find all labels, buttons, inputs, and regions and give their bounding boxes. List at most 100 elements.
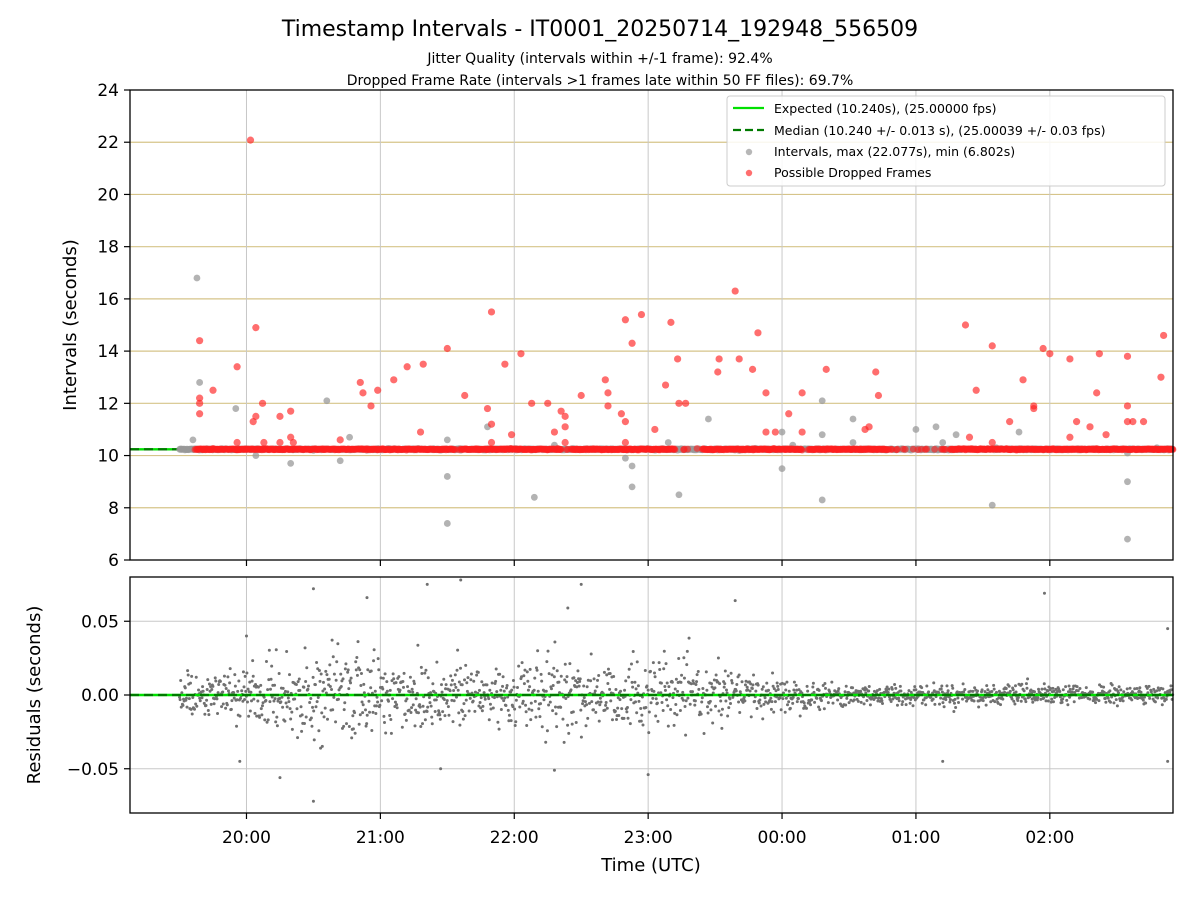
residual-point	[711, 721, 715, 725]
residual-point	[442, 677, 446, 681]
residual-point	[791, 695, 795, 699]
dropped-point	[731, 287, 739, 295]
residual-point	[644, 706, 648, 710]
interval-point	[912, 426, 920, 433]
residual-point	[920, 701, 924, 705]
residual-point	[953, 697, 957, 701]
residual-point	[306, 687, 310, 691]
residual-point	[416, 711, 420, 715]
residual-point	[767, 688, 771, 692]
residual-point	[824, 686, 828, 690]
residual-point	[216, 712, 220, 716]
residual-point	[487, 697, 491, 701]
residual-point	[544, 740, 548, 744]
residual-point	[444, 683, 448, 687]
residual-point	[373, 689, 377, 693]
residual-point	[980, 688, 984, 692]
residual-point	[442, 698, 446, 702]
residual-point	[355, 655, 359, 659]
residual-point	[395, 703, 399, 707]
residual-point	[535, 668, 539, 672]
residual-point	[972, 699, 976, 703]
dropped-point	[528, 399, 536, 407]
interval-point	[530, 493, 538, 501]
dropped-point	[893, 445, 901, 453]
residual-point	[606, 667, 610, 671]
dropped-point	[561, 438, 569, 447]
dropped-point	[1086, 423, 1094, 431]
residual-point	[625, 706, 629, 710]
residual-point	[625, 710, 629, 714]
residual-point	[669, 707, 673, 711]
residual-point	[552, 666, 556, 670]
residual-point	[453, 673, 457, 677]
residual-point	[418, 705, 422, 709]
residual-point	[734, 689, 738, 693]
residual-point	[403, 712, 407, 716]
residual-point	[302, 685, 306, 689]
residual-point	[358, 713, 362, 717]
residual-point	[756, 683, 760, 687]
residual-point	[328, 663, 332, 667]
residual-point	[595, 685, 599, 689]
residual-point	[620, 707, 624, 711]
residual-point	[241, 670, 245, 674]
residual-point	[411, 703, 415, 707]
residual-point	[608, 687, 612, 691]
residual-point	[471, 699, 475, 703]
residual-point	[419, 665, 423, 669]
residual-point	[407, 708, 411, 712]
dropped-point	[367, 402, 375, 410]
residual-point	[717, 709, 721, 713]
residual-point	[502, 689, 506, 693]
residual-point	[897, 699, 901, 703]
residual-point	[696, 670, 700, 674]
residual-point	[540, 725, 544, 729]
residual-point	[501, 684, 505, 688]
intervals-y-tick-label: 18	[97, 238, 119, 258]
residual-point	[770, 700, 774, 704]
residual-point	[618, 698, 622, 702]
residual-point	[810, 698, 814, 702]
residual-point	[287, 700, 291, 704]
residual-point	[750, 686, 754, 690]
residual-point	[330, 638, 334, 642]
residual-point	[999, 703, 1003, 707]
residual-point	[385, 689, 389, 693]
residual-point	[419, 724, 423, 728]
residual-point	[312, 738, 316, 742]
dropped-point	[628, 339, 636, 347]
dropped-point	[260, 438, 268, 447]
dropped-point	[1157, 373, 1165, 381]
residual-point	[389, 731, 393, 735]
residual-point	[648, 669, 652, 673]
residual-point	[1032, 690, 1036, 694]
residual-point	[315, 700, 319, 704]
residual-point	[341, 677, 345, 681]
residual-point	[536, 689, 540, 693]
residual-point	[893, 683, 897, 687]
intervals-y-tick-label: 20	[97, 185, 119, 205]
residual-point	[236, 689, 240, 693]
legend-intervals-label: Intervals, max (22.077s), min (6.802s)	[774, 144, 1015, 159]
residual-point	[562, 740, 566, 744]
residual-point	[533, 699, 537, 703]
residual-point	[328, 685, 332, 689]
residual-point	[1031, 700, 1035, 704]
residual-point	[427, 696, 431, 700]
residual-point	[781, 697, 785, 701]
residual-point	[699, 712, 703, 716]
residual-point	[942, 705, 946, 709]
residual-point	[463, 714, 467, 718]
residual-point	[500, 696, 504, 700]
dropped-point	[507, 431, 516, 439]
residual-point	[649, 701, 653, 705]
residual-point	[497, 727, 501, 731]
residual-point	[243, 697, 247, 701]
residual-point	[363, 708, 367, 712]
residual-point	[205, 688, 209, 692]
residual-point	[478, 700, 482, 704]
dropped-point	[621, 316, 629, 324]
residual-point	[687, 636, 691, 640]
